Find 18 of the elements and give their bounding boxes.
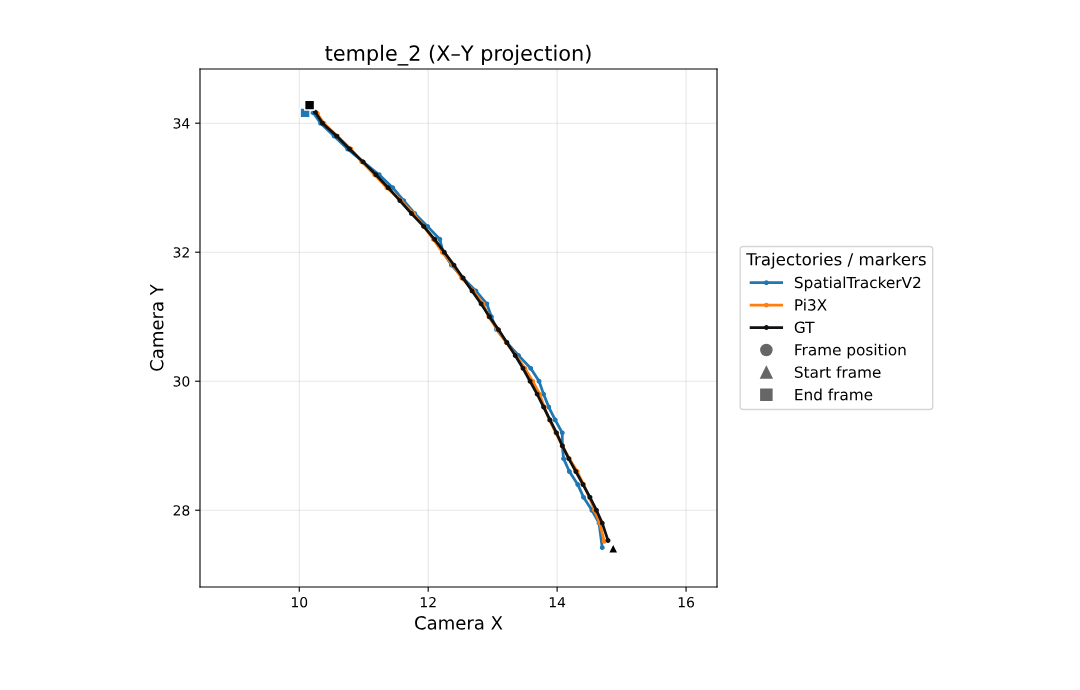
x-tick-label: 16 <box>678 596 695 608</box>
y-tick-label: 32 <box>173 247 189 258</box>
y-tick-label: 34 <box>173 118 190 129</box>
legend-label: GT <box>794 321 815 334</box>
y-axis-title: Camera Y <box>149 284 164 371</box>
x-tick-label: 14 <box>549 597 566 608</box>
y-tick-label: 28 <box>173 505 190 516</box>
x-axis-title: Camera X <box>415 616 503 630</box>
legend-title: Trajectories / markers <box>746 252 926 269</box>
y-tick-label: 30 <box>173 376 190 387</box>
x-tick-label: 12 <box>420 596 436 608</box>
legend-label: SpatialTrackerV2 <box>794 276 921 292</box>
chart-title: temple_2 (X–Y projection) <box>325 44 591 66</box>
x-tick-label: 10 <box>291 596 308 608</box>
text: End frame <box>795 388 873 401</box>
text: Start frame <box>794 366 881 378</box>
text: Frame position <box>795 343 906 359</box>
legend-label: Pi3X <box>795 298 827 311</box>
